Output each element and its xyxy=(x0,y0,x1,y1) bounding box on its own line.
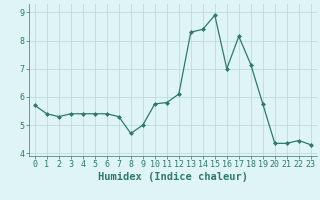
X-axis label: Humidex (Indice chaleur): Humidex (Indice chaleur) xyxy=(98,172,248,182)
